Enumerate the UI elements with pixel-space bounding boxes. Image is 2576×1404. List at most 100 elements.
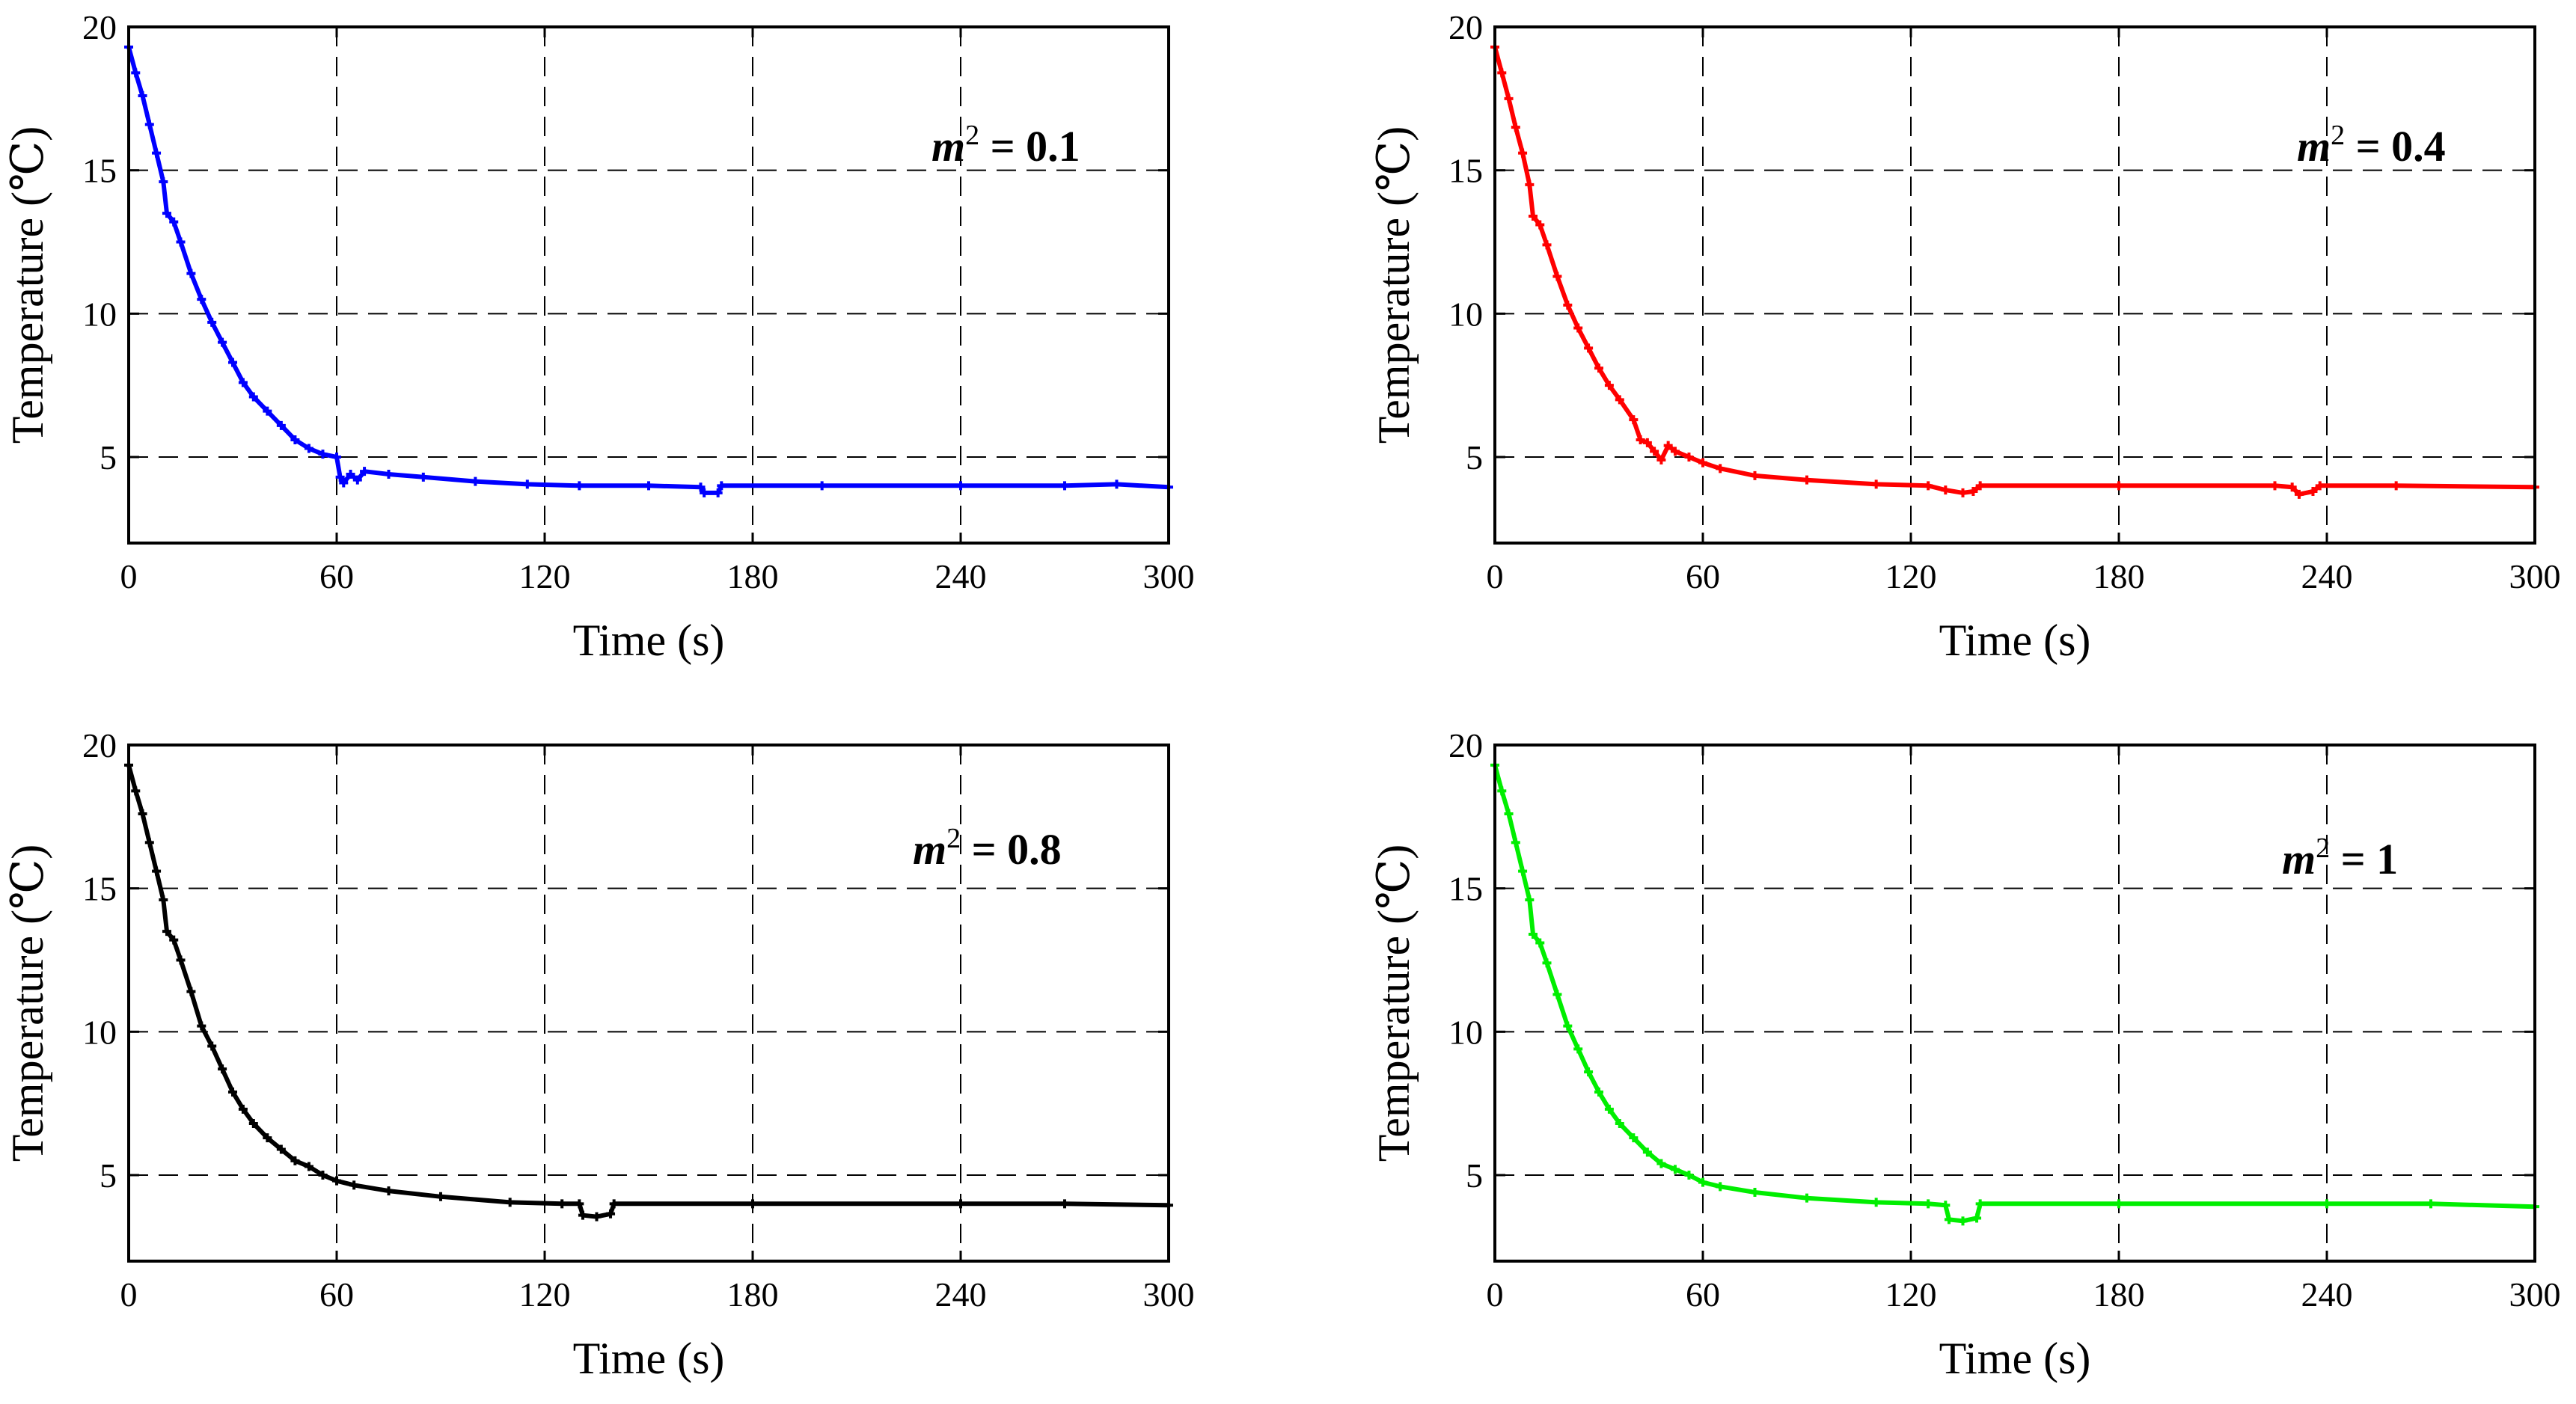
data-point — [471, 476, 480, 486]
x-tick-label: 300 — [1143, 1275, 1195, 1313]
data-point — [332, 1176, 341, 1186]
data-point — [1497, 68, 1507, 78]
data-point — [238, 1104, 248, 1114]
data-point — [436, 1192, 445, 1201]
data-point — [1698, 1177, 1707, 1187]
data-point — [1511, 838, 1520, 847]
data-point — [318, 1171, 328, 1180]
y-axis-label: Temperature (℃) — [1369, 126, 1419, 444]
data-point — [335, 472, 345, 482]
data-point — [1670, 1165, 1680, 1174]
data-point — [505, 1198, 515, 1207]
series-markers — [1490, 760, 2539, 1226]
y-tick-label: 10 — [82, 295, 117, 333]
y-axis-label: Temperature (℃) — [1369, 844, 1419, 1162]
data-point — [1573, 323, 1583, 333]
data-point — [176, 237, 186, 247]
data-point — [1941, 485, 1951, 495]
data-point — [384, 470, 394, 479]
data-point — [1656, 455, 1666, 465]
data-point — [1629, 1133, 1639, 1143]
data-point — [218, 337, 227, 347]
data-point — [557, 1199, 567, 1209]
data-point — [138, 91, 147, 100]
series-line — [1493, 44, 2537, 497]
x-tick-label: 60 — [319, 557, 354, 595]
x-tick-label: 240 — [2301, 557, 2353, 595]
x-tick-label: 120 — [519, 1275, 571, 1313]
x-tick-label: 60 — [1686, 1275, 1720, 1313]
data-point — [1535, 220, 1545, 230]
axes-frame — [127, 25, 1170, 545]
data-point — [263, 406, 272, 416]
x-tick-label: 300 — [2509, 557, 2561, 595]
data-point — [1958, 1216, 1968, 1226]
panel-2: 0 60 120 180 240 300 5 10 15 20 Time (s) Temperatur… — [1369, 8, 2561, 665]
data-point — [2391, 481, 2401, 491]
series-annotation: m2 = 1 — [2282, 833, 2398, 883]
data-point — [817, 481, 827, 491]
x-tick-label: 60 — [319, 1275, 354, 1313]
x-tick-label: 180 — [2093, 557, 2145, 595]
data-point — [1716, 464, 1725, 473]
data-point — [290, 1156, 300, 1165]
series-markers — [124, 42, 1173, 497]
data-point — [1060, 481, 1069, 491]
data-point — [1684, 453, 1694, 462]
data-point — [159, 895, 168, 904]
data-point — [1636, 435, 1645, 444]
x-tick-label: 180 — [727, 557, 779, 595]
data-point — [276, 1144, 286, 1154]
x-axis-label: Time (s) — [573, 1334, 725, 1383]
data-point — [169, 935, 179, 945]
y-tick-label: 15 — [82, 870, 117, 908]
data-point — [1642, 1147, 1652, 1157]
data-point — [162, 927, 171, 936]
x-tick-label: 0 — [1487, 1275, 1504, 1313]
data-point — [131, 68, 141, 78]
data-point — [1975, 481, 1985, 491]
data-point — [1941, 1201, 1951, 1210]
data-point — [2114, 1199, 2123, 1209]
data-point — [1573, 1044, 1583, 1054]
data-point — [2426, 1199, 2435, 1209]
series-annotation: m2 = 0.1 — [931, 120, 1080, 171]
data-point — [1594, 364, 1603, 373]
data-point — [349, 1180, 359, 1190]
data-point — [1698, 458, 1707, 468]
data-point — [592, 1212, 602, 1221]
data-point — [1670, 447, 1680, 456]
data-point — [197, 1021, 206, 1031]
data-point — [318, 450, 328, 459]
data-point — [1542, 240, 1552, 250]
data-point — [276, 420, 286, 430]
data-point — [1802, 1193, 1811, 1203]
data-point — [717, 481, 726, 491]
data-point — [522, 479, 532, 489]
x-tick-label: 180 — [2093, 1275, 2145, 1313]
data-point — [1944, 1215, 1954, 1224]
x-tick-label: 120 — [1885, 557, 1937, 595]
data-point — [644, 481, 653, 491]
data-point — [138, 809, 147, 818]
data-point — [346, 470, 355, 479]
data-point — [169, 217, 179, 227]
y-tick-label: 15 — [82, 152, 117, 190]
y-axis-label: Temperature (℃) — [3, 844, 52, 1162]
data-point — [1975, 1199, 1985, 1209]
panel-3: 0 60 120 180 240 300 5 10 15 20 Time (s) Temperatur… — [3, 726, 1195, 1383]
y-tick-label: 20 — [82, 726, 117, 764]
data-point — [1504, 94, 1514, 103]
data-point — [290, 435, 300, 444]
data-point — [2322, 1199, 2331, 1209]
data-point — [1750, 470, 1760, 480]
data-point — [332, 453, 341, 462]
data-point — [956, 481, 965, 491]
series-markers — [124, 760, 1173, 1221]
data-point — [578, 1210, 587, 1220]
data-point — [1871, 1198, 1881, 1207]
data-point — [159, 177, 168, 186]
data-point — [1958, 488, 1968, 497]
panel-1: 0 60 120 180 240 300 5 10 15 20 Time (s) Temperatur… — [3, 8, 1195, 665]
